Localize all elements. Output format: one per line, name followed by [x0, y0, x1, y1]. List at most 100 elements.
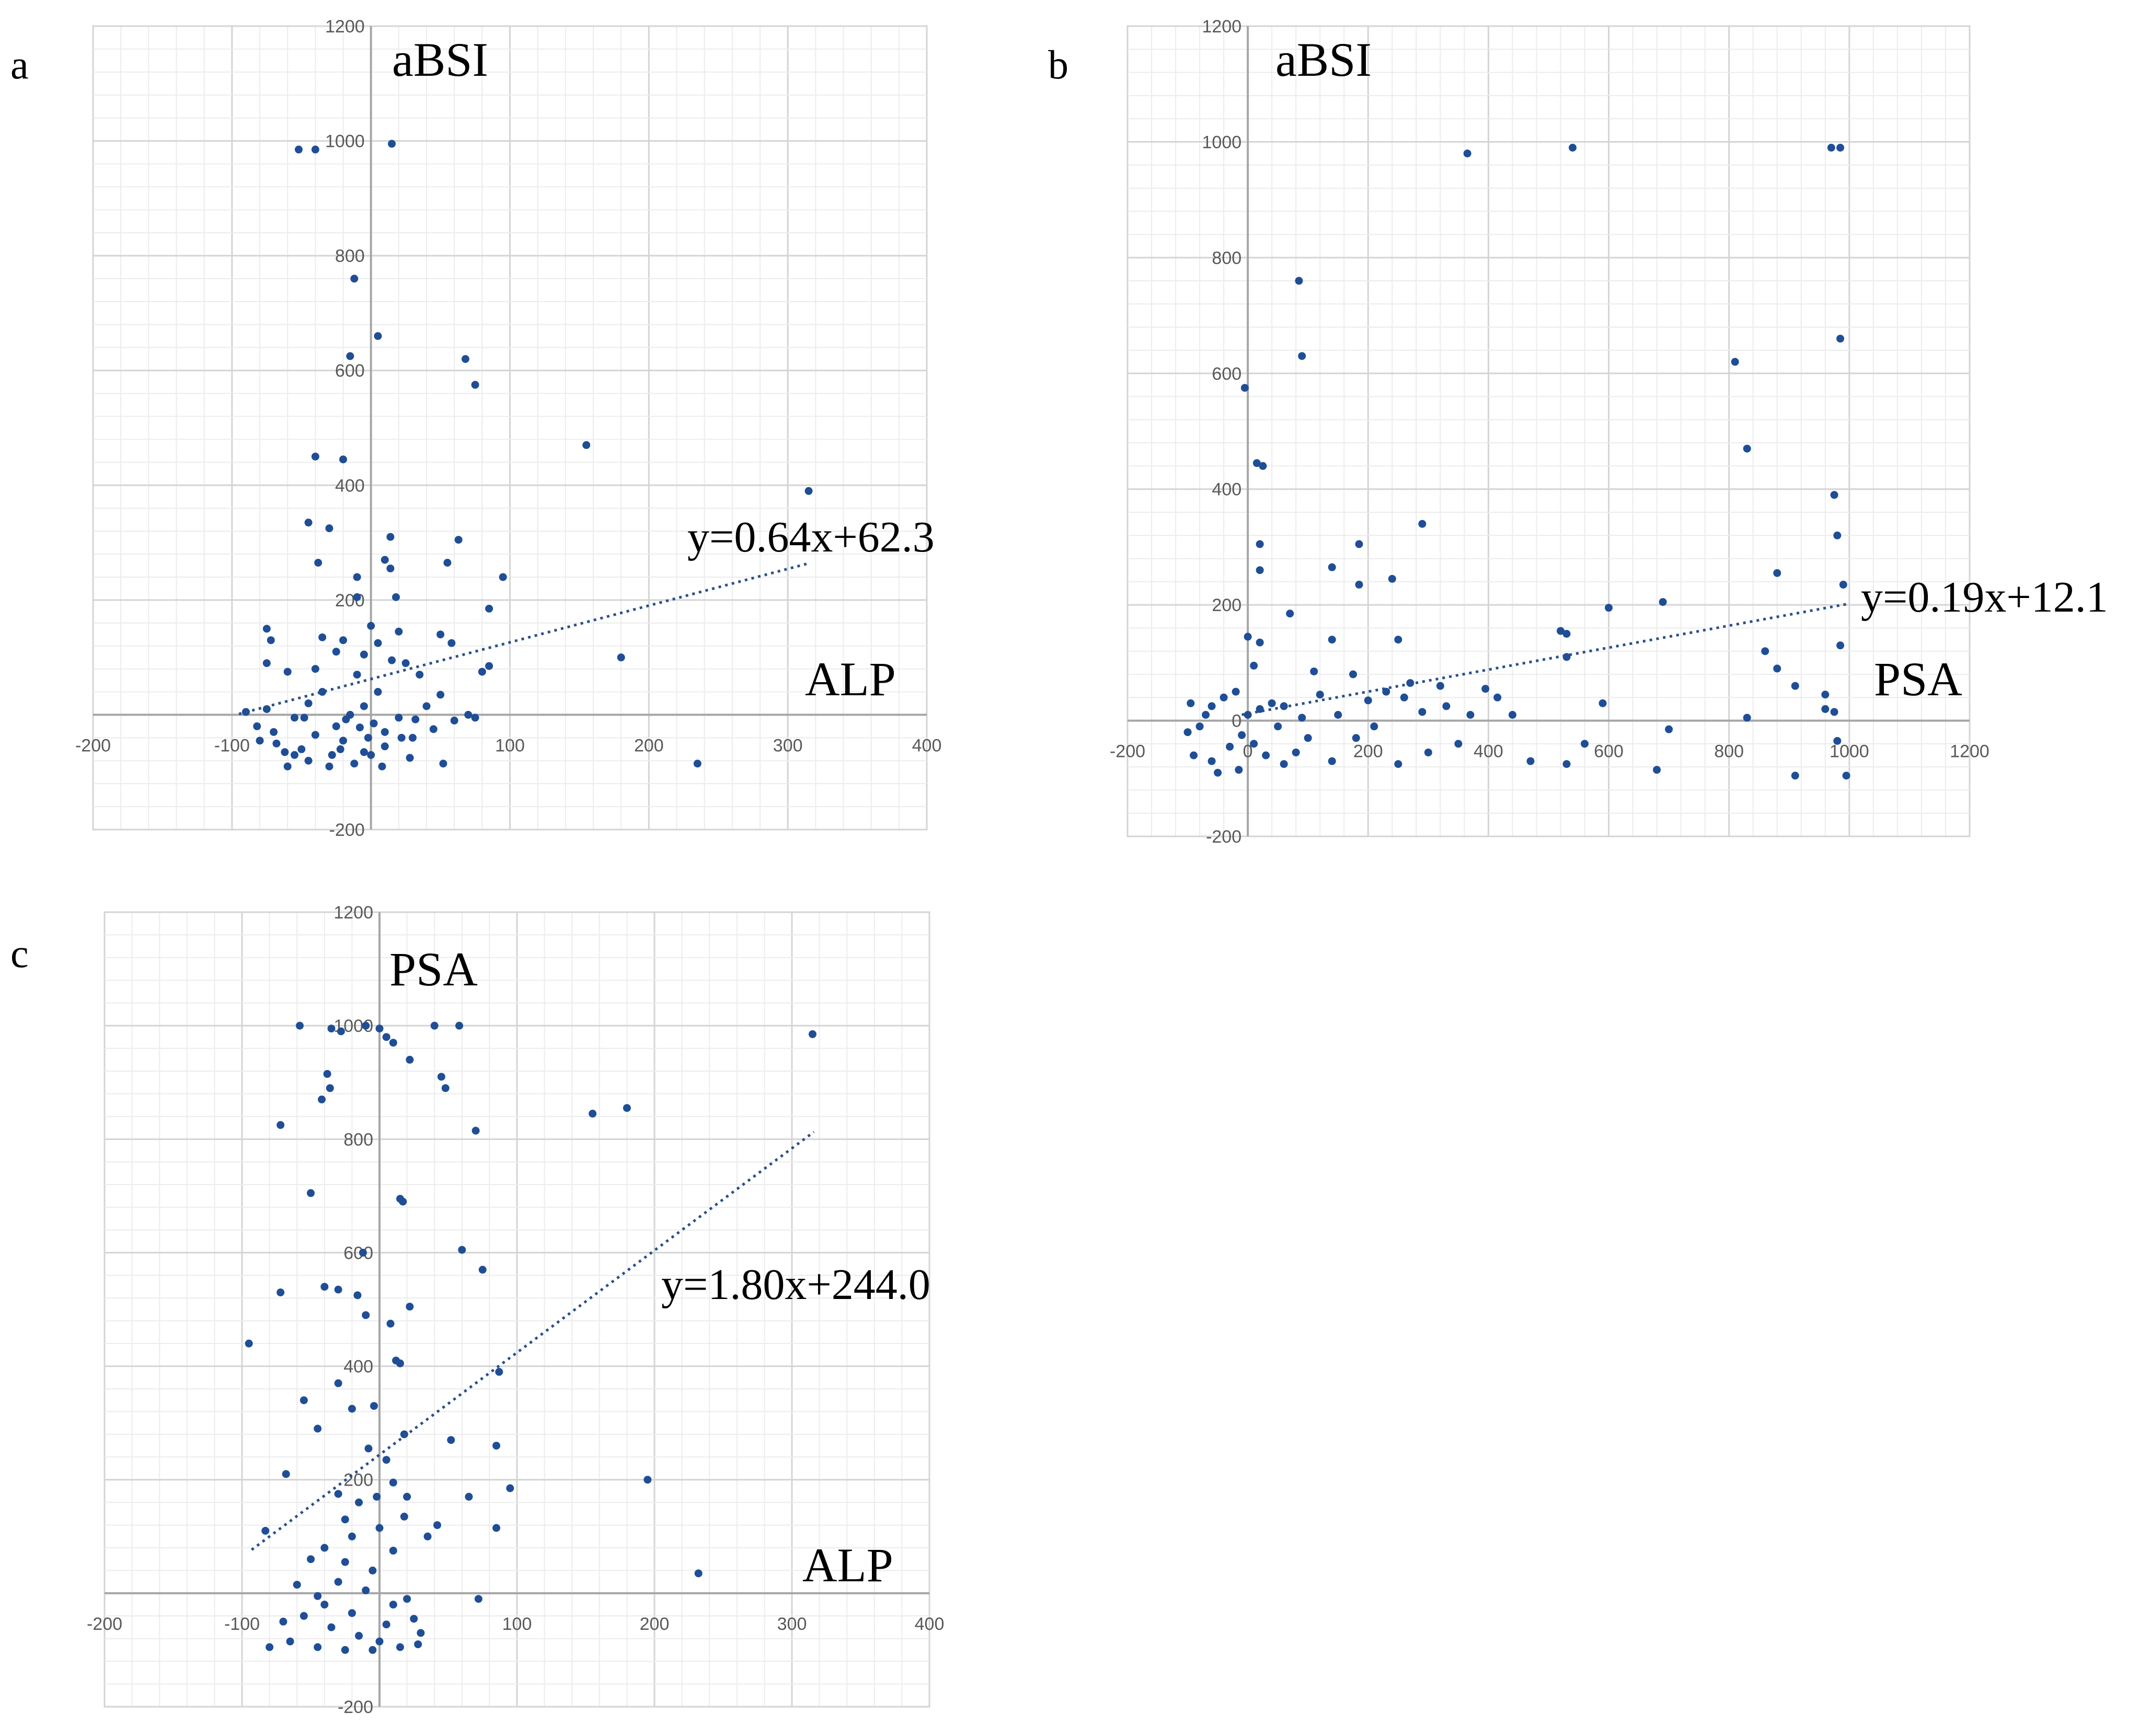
y-tick-label: 400	[343, 1357, 373, 1377]
y-tick-label: 800	[1212, 248, 1241, 268]
y-tick-label: 1000	[325, 132, 365, 152]
x-tick-label: 600	[1594, 742, 1624, 762]
data-point	[417, 1629, 425, 1637]
data-point	[346, 352, 354, 360]
data-point	[1240, 384, 1249, 392]
trendline-b	[1241, 603, 1847, 716]
data-point	[300, 1612, 308, 1620]
plot-area-b	[1126, 25, 1971, 837]
data-point	[1355, 580, 1363, 589]
y-axis-label-a: aBSI	[392, 33, 488, 86]
data-point	[279, 1617, 287, 1626]
data-point	[406, 1303, 414, 1311]
x-tick-label: -200	[1110, 742, 1145, 762]
data-point	[262, 659, 271, 668]
data-point	[454, 536, 463, 544]
x-tick-label: 300	[773, 735, 803, 755]
data-point	[506, 1484, 514, 1492]
data-point	[318, 688, 327, 696]
data-point	[286, 1637, 294, 1646]
y-tick-label: 400	[335, 476, 365, 496]
data-point	[1235, 766, 1243, 774]
data-point	[297, 745, 306, 753]
data-point	[272, 739, 281, 748]
data-point	[1442, 702, 1451, 710]
data-point	[458, 1246, 466, 1254]
data-point	[1830, 708, 1838, 716]
x-tick-label: 200	[640, 1614, 670, 1634]
data-point	[270, 728, 278, 736]
data-point	[400, 1512, 408, 1521]
data-point	[389, 1478, 397, 1487]
data-point	[1226, 742, 1234, 751]
data-point	[304, 756, 313, 765]
data-point	[350, 760, 359, 768]
data-point	[1207, 702, 1216, 710]
data-point	[403, 1492, 411, 1501]
data-point	[1731, 358, 1739, 366]
data-point	[320, 1283, 329, 1291]
y-tick-label: 200	[1212, 595, 1241, 615]
x-tick-label: -200	[87, 1614, 122, 1634]
y-axis-label-c: PSA	[389, 942, 478, 996]
data-point	[282, 1470, 290, 1478]
x-tick-label: 1000	[1830, 742, 1869, 762]
data-point	[464, 710, 473, 719]
data-point	[441, 1084, 450, 1093]
data-point	[283, 668, 292, 676]
data-point	[1557, 627, 1565, 635]
data-point	[370, 1402, 378, 1410]
data-point	[300, 714, 308, 722]
data-point	[478, 668, 486, 676]
data-point	[1352, 734, 1360, 742]
y-tick-label: 800	[335, 246, 365, 266]
data-point	[1232, 687, 1240, 696]
data-point	[392, 593, 400, 601]
data-point	[328, 751, 336, 759]
data-point	[386, 564, 395, 572]
data-point	[362, 1021, 370, 1030]
data-point	[334, 1578, 342, 1586]
data-point	[401, 659, 410, 668]
data-point	[1349, 670, 1358, 679]
data-point	[414, 1640, 422, 1649]
data-point	[1791, 682, 1799, 690]
data-point	[374, 332, 382, 340]
y-tick-label: 600	[343, 1243, 373, 1263]
data-point	[381, 728, 389, 736]
data-point	[1562, 630, 1571, 638]
data-point	[362, 1586, 370, 1594]
data-point	[1262, 751, 1270, 760]
data-point	[1280, 760, 1288, 768]
data-point	[485, 604, 493, 613]
x-tick-label: 400	[915, 1614, 945, 1634]
y-tick-label: 600	[1212, 364, 1241, 384]
y-tick-label: 200	[343, 1470, 373, 1490]
data-point	[381, 742, 389, 751]
data-point	[1761, 647, 1769, 656]
data-point	[1328, 636, 1336, 644]
y-tick-labels-a: -200 200 400 600 800 1000 1200	[325, 17, 365, 840]
data-point	[1463, 150, 1471, 158]
data-point	[293, 1581, 301, 1589]
x-tick-label: 800	[1714, 742, 1744, 762]
data-point	[382, 1456, 390, 1464]
data-point	[295, 1021, 304, 1030]
x-tick-labels-a: -200 -100 100 200 300 400	[75, 735, 941, 755]
x-tick-label: 100	[495, 735, 525, 755]
trendline-equation-b: y=0.19x+12.1	[1861, 573, 2108, 622]
data-point	[495, 1367, 503, 1376]
data-point	[1839, 580, 1847, 589]
data-point	[382, 1033, 390, 1041]
y-tick-label: 0	[1232, 711, 1241, 731]
x-tick-label: -100	[214, 735, 250, 755]
data-point	[437, 1073, 445, 1081]
data-point	[1244, 633, 1252, 641]
data-point	[465, 1492, 473, 1501]
x-axis-label-b: PSA	[1874, 652, 1962, 706]
data-point	[1250, 661, 1258, 670]
y-axis-label-b: aBSI	[1275, 33, 1372, 86]
data-point	[1830, 491, 1838, 499]
data-point	[318, 633, 327, 641]
